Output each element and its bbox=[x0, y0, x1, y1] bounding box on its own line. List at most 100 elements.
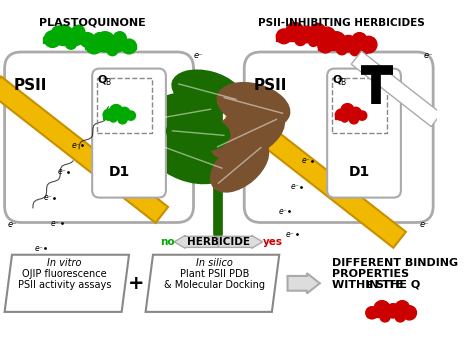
Circle shape bbox=[350, 46, 359, 56]
Circle shape bbox=[119, 107, 130, 118]
Ellipse shape bbox=[166, 115, 230, 152]
Circle shape bbox=[80, 33, 95, 47]
Text: no: no bbox=[161, 237, 175, 247]
Text: e⁻: e⁻ bbox=[291, 182, 299, 191]
Bar bbox=[318, 44, 373, 50]
Text: e⁻: e⁻ bbox=[279, 207, 287, 216]
Text: yes: yes bbox=[263, 237, 283, 247]
Ellipse shape bbox=[147, 128, 231, 184]
Polygon shape bbox=[146, 255, 279, 312]
Bar bbox=[97, 78, 152, 133]
Text: OJIP fluorescence
PSII activity assays: OJIP fluorescence PSII activity assays bbox=[18, 268, 111, 290]
FancyBboxPatch shape bbox=[244, 52, 433, 222]
Circle shape bbox=[299, 26, 315, 43]
FancyBboxPatch shape bbox=[92, 68, 166, 198]
Circle shape bbox=[341, 115, 348, 122]
Polygon shape bbox=[351, 51, 441, 126]
FancyArrow shape bbox=[174, 235, 219, 248]
Circle shape bbox=[337, 44, 347, 55]
Text: e⁻: e⁻ bbox=[301, 156, 310, 165]
Circle shape bbox=[340, 35, 356, 52]
Circle shape bbox=[122, 39, 137, 54]
Text: B: B bbox=[340, 78, 345, 87]
Ellipse shape bbox=[171, 69, 243, 114]
Circle shape bbox=[336, 109, 346, 120]
Circle shape bbox=[357, 111, 367, 120]
Ellipse shape bbox=[141, 92, 219, 138]
Text: e⁻: e⁻ bbox=[8, 220, 17, 229]
Text: e⁻: e⁻ bbox=[34, 244, 43, 253]
Bar bbox=[103, 113, 133, 119]
Text: e⁻: e⁻ bbox=[51, 219, 60, 228]
Text: e⁻: e⁻ bbox=[71, 141, 80, 149]
Text: PSII-INHIBITING HERBICIDES: PSII-INHIBITING HERBICIDES bbox=[257, 18, 424, 28]
Circle shape bbox=[327, 32, 346, 50]
Bar bbox=[336, 113, 363, 119]
Text: PROPERTIES: PROPERTIES bbox=[332, 268, 409, 279]
Bar bbox=[332, 78, 387, 133]
Text: In silico: In silico bbox=[196, 258, 233, 268]
Text: e⁻: e⁻ bbox=[424, 51, 433, 60]
Polygon shape bbox=[5, 255, 129, 312]
Text: e⁻: e⁻ bbox=[44, 193, 52, 202]
Circle shape bbox=[395, 312, 405, 322]
Text: WITHIN THE Q: WITHIN THE Q bbox=[332, 280, 420, 290]
Circle shape bbox=[86, 37, 102, 54]
Circle shape bbox=[319, 27, 336, 44]
FancyBboxPatch shape bbox=[327, 68, 401, 198]
Ellipse shape bbox=[217, 82, 291, 129]
Polygon shape bbox=[227, 101, 406, 248]
FancyBboxPatch shape bbox=[5, 52, 193, 222]
Circle shape bbox=[126, 111, 136, 120]
Circle shape bbox=[103, 109, 114, 120]
FancyArrow shape bbox=[219, 235, 263, 248]
Circle shape bbox=[349, 115, 358, 124]
Text: D1: D1 bbox=[109, 165, 130, 179]
Circle shape bbox=[352, 33, 367, 47]
Circle shape bbox=[386, 304, 400, 318]
Circle shape bbox=[314, 34, 327, 46]
Ellipse shape bbox=[209, 105, 285, 161]
Circle shape bbox=[350, 107, 361, 118]
Circle shape bbox=[109, 35, 125, 52]
Text: DIFFERENT BINDING: DIFFERENT BINDING bbox=[332, 258, 458, 267]
Bar bbox=[43, 37, 95, 43]
Circle shape bbox=[54, 25, 74, 45]
Circle shape bbox=[95, 32, 115, 52]
Circle shape bbox=[356, 43, 369, 56]
Polygon shape bbox=[0, 77, 168, 223]
Circle shape bbox=[402, 306, 417, 320]
Circle shape bbox=[72, 25, 85, 38]
Circle shape bbox=[318, 38, 333, 53]
Text: B: B bbox=[105, 78, 110, 87]
Circle shape bbox=[295, 35, 306, 45]
Text: Q: Q bbox=[98, 74, 107, 84]
Circle shape bbox=[341, 104, 354, 117]
Text: PSII: PSII bbox=[254, 78, 287, 93]
Bar bbox=[367, 312, 410, 317]
Circle shape bbox=[310, 23, 325, 38]
Circle shape bbox=[109, 115, 117, 122]
Circle shape bbox=[44, 31, 61, 47]
Bar bbox=[276, 35, 332, 41]
Text: e⁻: e⁻ bbox=[419, 220, 429, 229]
Text: D1: D1 bbox=[349, 165, 370, 179]
Text: e⁻: e⁻ bbox=[193, 51, 203, 60]
FancyArrow shape bbox=[288, 273, 320, 294]
Text: +: + bbox=[128, 274, 145, 293]
Circle shape bbox=[380, 312, 390, 322]
Circle shape bbox=[286, 22, 304, 41]
Text: Plant PSII PDB
& Molecular Docking: Plant PSII PDB & Molecular Docking bbox=[164, 268, 265, 290]
Circle shape bbox=[109, 104, 123, 117]
Circle shape bbox=[118, 115, 127, 124]
Circle shape bbox=[366, 307, 378, 319]
Text: HERBICIDE: HERBICIDE bbox=[187, 237, 250, 247]
Circle shape bbox=[67, 29, 84, 45]
Ellipse shape bbox=[210, 138, 269, 193]
Circle shape bbox=[395, 301, 410, 315]
Text: B: B bbox=[366, 281, 372, 291]
Text: e⁻: e⁻ bbox=[286, 230, 295, 239]
Text: e⁻: e⁻ bbox=[57, 167, 66, 176]
Text: Q: Q bbox=[333, 74, 342, 84]
Text: In vitro: In vitro bbox=[47, 258, 82, 268]
